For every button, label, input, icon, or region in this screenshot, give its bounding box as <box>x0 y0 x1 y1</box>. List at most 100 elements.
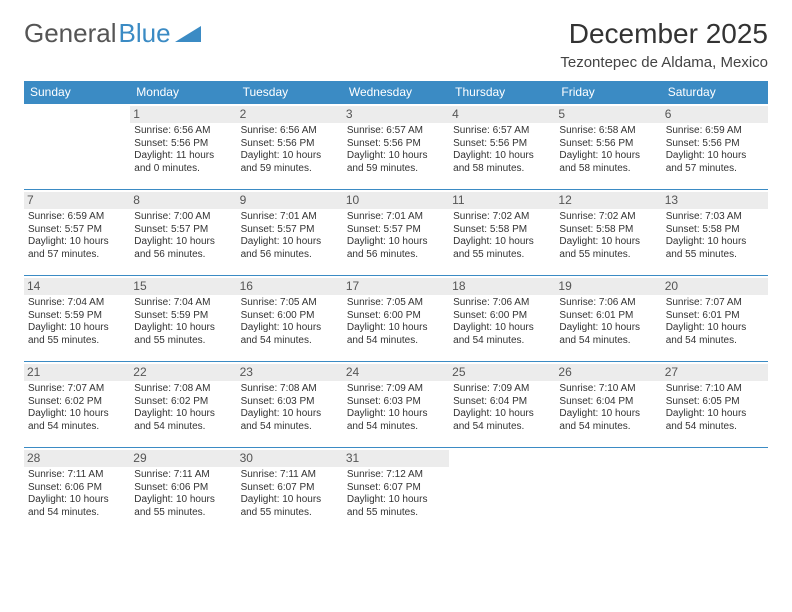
calendar-cell <box>24 103 130 189</box>
sunset-line: Sunset: 5:56 PM <box>666 138 764 151</box>
daylight-line: Daylight: 10 hours and 55 minutes. <box>666 236 764 261</box>
sunset-line: Sunset: 6:03 PM <box>347 396 445 409</box>
sunset-line: Sunset: 6:00 PM <box>241 310 339 323</box>
day-number: 6 <box>662 106 768 123</box>
day-number: 7 <box>24 192 130 209</box>
daylight-line: Daylight: 10 hours and 54 minutes. <box>241 408 339 433</box>
daylight-line: Daylight: 10 hours and 58 minutes. <box>453 150 551 175</box>
weekday-header: Tuesday <box>237 81 343 103</box>
calendar-cell: 12Sunrise: 7:02 AMSunset: 5:58 PMDayligh… <box>555 189 661 275</box>
calendar-cell: 27 Sunrise: 7:10 AMSunset: 6:05 PMDayligh… <box>662 361 768 447</box>
calendar-cell: 29Sunrise: 7:11 AMSunset: 6:06 PMDayligh… <box>130 447 236 533</box>
daylight-line: Daylight: 10 hours and 54 minutes. <box>453 322 551 347</box>
day-number: 11 <box>449 192 555 209</box>
sunset-line: Sunset: 6:00 PM <box>453 310 551 323</box>
day-number: 13 <box>662 192 768 209</box>
sunset-line: Sunset: 5:56 PM <box>453 138 551 151</box>
day-number: 23 <box>237 364 343 381</box>
sunset-line: Sunset: 5:57 PM <box>347 224 445 237</box>
calendar-cell: 26Sunrise: 7:10 AMSunset: 6:04 PMDayligh… <box>555 361 661 447</box>
calendar-cell: 14Sunrise: 7:04 AMSunset: 5:59 PMDayligh… <box>24 275 130 361</box>
day-number: 18 <box>449 278 555 295</box>
sunset-line: Sunset: 6:01 PM <box>559 310 657 323</box>
sunrise-line: Sunrise: 7:05 AM <box>241 297 339 310</box>
sunrise-line: Sunrise: 7:08 AM <box>134 383 232 396</box>
sunset-line: Sunset: 6:06 PM <box>28 482 126 495</box>
sunrise-line: Sunrise: 6:59 AM <box>28 211 126 224</box>
sunrise-line: Sunrise: 7:07 AM <box>28 383 126 396</box>
calendar-grid: SundayMondayTuesdayWednesdayThursdayFrid… <box>24 81 768 533</box>
sunrise-line: Sunrise: 7:12 AM <box>347 469 445 482</box>
day-number: 31 <box>343 450 449 467</box>
daylight-line: Daylight: 10 hours and 55 minutes. <box>453 236 551 261</box>
sunrise-line: Sunrise: 7:07 AM <box>666 297 764 310</box>
calendar-cell: 19Sunrise: 7:06 AMSunset: 6:01 PMDayligh… <box>555 275 661 361</box>
daylight-line: Daylight: 11 hours and 0 minutes. <box>134 150 232 175</box>
sunset-line: Sunset: 5:58 PM <box>666 224 764 237</box>
day-number: 27 <box>662 364 768 381</box>
sunset-line: Sunset: 5:58 PM <box>453 224 551 237</box>
sunset-line: Sunset: 5:59 PM <box>28 310 126 323</box>
calendar-cell: 18Sunrise: 7:06 AMSunset: 6:00 PMDayligh… <box>449 275 555 361</box>
calendar-cell: 15Sunrise: 7:04 AMSunset: 5:59 PMDayligh… <box>130 275 236 361</box>
sunset-line: Sunset: 6:07 PM <box>347 482 445 495</box>
calendar-cell: 25Sunrise: 7:09 AMSunset: 6:04 PMDayligh… <box>449 361 555 447</box>
day-number: 16 <box>237 278 343 295</box>
sunset-line: Sunset: 5:56 PM <box>241 138 339 151</box>
month-title: December 2025 <box>560 18 768 50</box>
sunrise-line: Sunrise: 7:04 AM <box>28 297 126 310</box>
daylight-line: Daylight: 10 hours and 54 minutes. <box>559 322 657 347</box>
calendar-cell: 16Sunrise: 7:05 AMSunset: 6:00 PMDayligh… <box>237 275 343 361</box>
sunrise-line: Sunrise: 7:01 AM <box>241 211 339 224</box>
daylight-line: Daylight: 10 hours and 54 minutes. <box>666 322 764 347</box>
logo-triangle-icon <box>175 24 201 44</box>
sunrise-line: Sunrise: 7:11 AM <box>134 469 232 482</box>
weekday-header: Thursday <box>449 81 555 103</box>
sunrise-line: Sunrise: 7:11 AM <box>241 469 339 482</box>
calendar-cell: 23Sunrise: 7:08 AMSunset: 6:03 PMDayligh… <box>237 361 343 447</box>
day-number: 17 <box>343 278 449 295</box>
daylight-line: Daylight: 10 hours and 55 minutes. <box>134 494 232 519</box>
sunrise-line: Sunrise: 6:56 AM <box>241 125 339 138</box>
sunset-line: Sunset: 6:04 PM <box>453 396 551 409</box>
sunset-line: Sunset: 5:56 PM <box>134 138 232 151</box>
calendar-cell: 9Sunrise: 7:01 AMSunset: 5:57 PMDaylight… <box>237 189 343 275</box>
day-number: 21 <box>24 364 130 381</box>
daylight-line: Daylight: 10 hours and 55 minutes. <box>28 322 126 347</box>
day-number: 29 <box>130 450 236 467</box>
daylight-line: Daylight: 10 hours and 56 minutes. <box>241 236 339 261</box>
day-number: 20 <box>662 278 768 295</box>
calendar-cell <box>662 447 768 533</box>
day-number: 24 <box>343 364 449 381</box>
day-number: 1 <box>130 106 236 123</box>
daylight-line: Daylight: 10 hours and 59 minutes. <box>347 150 445 175</box>
calendar-cell: 13Sunrise: 7:03 AMSunset: 5:58 PMDayligh… <box>662 189 768 275</box>
sunrise-line: Sunrise: 7:04 AM <box>134 297 232 310</box>
daylight-line: Daylight: 10 hours and 57 minutes. <box>28 236 126 261</box>
header: GeneralBlue December 2025 Tezontepec de … <box>24 18 768 71</box>
sunset-line: Sunset: 5:56 PM <box>347 138 445 151</box>
sunrise-line: Sunrise: 7:11 AM <box>28 469 126 482</box>
daylight-line: Daylight: 10 hours and 54 minutes. <box>666 408 764 433</box>
calendar-cell: 22Sunrise: 7:08 AMSunset: 6:02 PMDayligh… <box>130 361 236 447</box>
sunrise-line: Sunrise: 7:10 AM <box>666 383 764 396</box>
day-number: 2 <box>237 106 343 123</box>
daylight-line: Daylight: 10 hours and 56 minutes. <box>134 236 232 261</box>
sunrise-line: Sunrise: 6:56 AM <box>134 125 232 138</box>
daylight-line: Daylight: 10 hours and 55 minutes. <box>347 494 445 519</box>
sunrise-line: Sunrise: 6:58 AM <box>559 125 657 138</box>
sunrise-line: Sunrise: 7:06 AM <box>559 297 657 310</box>
title-block: December 2025 Tezontepec de Aldama, Mexi… <box>560 18 768 71</box>
sunrise-line: Sunrise: 6:57 AM <box>347 125 445 138</box>
sunrise-line: Sunrise: 7:09 AM <box>347 383 445 396</box>
sunset-line: Sunset: 5:58 PM <box>559 224 657 237</box>
sunset-line: Sunset: 6:05 PM <box>666 396 764 409</box>
calendar-cell: 28Sunrise: 7:11 AMSunset: 6:06 PMDayligh… <box>24 447 130 533</box>
logo: GeneralBlue <box>24 18 201 49</box>
sunrise-line: Sunrise: 7:05 AM <box>347 297 445 310</box>
day-number: 22 <box>130 364 236 381</box>
sunset-line: Sunset: 5:57 PM <box>134 224 232 237</box>
sunrise-line: Sunrise: 7:01 AM <box>347 211 445 224</box>
calendar-cell: 2Sunrise: 6:56 AMSunset: 5:56 PMDaylight… <box>237 103 343 189</box>
sunrise-line: Sunrise: 6:59 AM <box>666 125 764 138</box>
